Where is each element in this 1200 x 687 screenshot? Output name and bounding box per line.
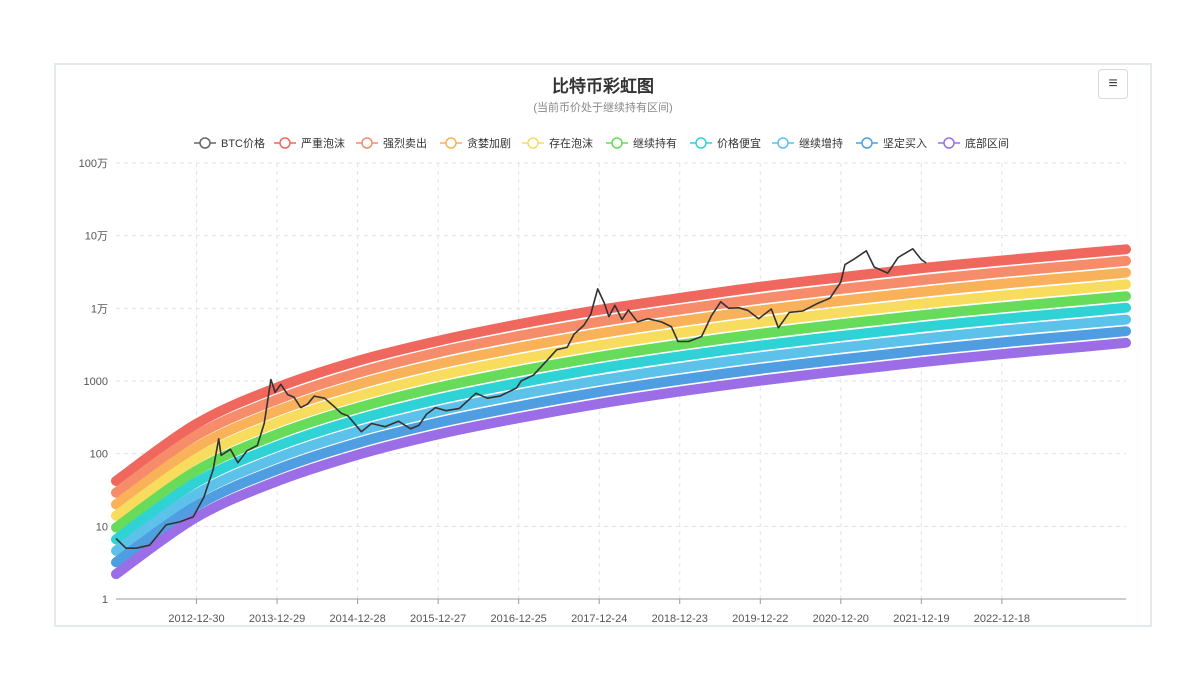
legend-item: 价格便宜	[690, 136, 761, 150]
legend-marker	[361, 137, 373, 149]
band-继续持有	[111, 291, 1131, 533]
legend-marker	[777, 137, 789, 149]
legend-label: 继续增持	[799, 136, 843, 150]
x-tick-label: 2012-12-30	[168, 613, 224, 625]
legend-label: 底部区间	[965, 136, 1009, 150]
legend-item: 存在泡沫	[522, 136, 593, 150]
x-tick-label: 2016-12-25	[491, 613, 547, 625]
x-tick-label: 2021-12-19	[893, 613, 949, 625]
chart-subtitle: (当前币价处于继续持有区间)	[533, 100, 672, 114]
chart-title: 比特币彩虹图	[552, 76, 654, 96]
legend-item: 严重泡沫	[274, 136, 345, 150]
legend-label: 坚定买入	[883, 136, 927, 150]
legend-label: 存在泡沫	[549, 136, 593, 150]
x-tick-label: 2014-12-28	[329, 613, 385, 625]
legend-item: BTC价格	[194, 136, 265, 150]
legend-item: 底部区间	[938, 136, 1009, 150]
x-tick-label: 2015-12-27	[410, 613, 466, 625]
x-tick-label: 2020-12-20	[813, 613, 869, 625]
price-series	[115, 248, 927, 549]
x-tick-label: 2017-12-24	[571, 613, 627, 625]
legend-label: 贪婪加剧	[467, 136, 511, 150]
rainbow-bands	[111, 244, 1131, 580]
band-价格便宜	[111, 302, 1131, 545]
legend-label: BTC价格	[221, 136, 265, 150]
menu-icon[interactable]: ≡	[1098, 69, 1128, 99]
y-tick-label: 1000	[84, 376, 108, 388]
legend: BTC价格 严重泡沫 强烈卖出 贪婪加剧 存在泡沫 继续持有 价格便宜 继续增持 坚定买入 底部区…	[194, 136, 1009, 150]
legend-marker	[861, 137, 873, 149]
band-坚定买入	[111, 326, 1131, 568]
y-tick-label: 10万	[85, 231, 108, 243]
band-继续增持	[111, 314, 1131, 556]
legend-marker	[279, 137, 291, 149]
legend-label: 强烈卖出	[383, 136, 427, 150]
legend-item: 贪婪加剧	[440, 136, 511, 150]
y-tick-label: 10	[96, 521, 108, 533]
legend-marker	[943, 137, 955, 149]
band-存在泡沫	[111, 279, 1131, 521]
legend-item: 强烈卖出	[356, 136, 427, 150]
x-tick-label: 2013-12-29	[249, 613, 305, 625]
y-tick-label: 1	[102, 594, 108, 606]
y-tick-label: 100万	[79, 158, 108, 170]
legend-marker	[695, 137, 707, 149]
x-tick-label: 2019-12-22	[732, 613, 788, 625]
y-tick-label: 100	[90, 449, 108, 461]
x-tick-label: 2018-12-23	[652, 613, 708, 625]
legend-marker	[445, 137, 457, 149]
y-tick-label: 1万	[91, 303, 108, 315]
legend-item: 坚定买入	[856, 136, 927, 150]
legend-marker	[611, 137, 623, 149]
band-底部区间	[111, 337, 1131, 580]
legend-label: 严重泡沫	[301, 136, 345, 150]
legend-marker	[527, 137, 539, 149]
legend-label: 继续持有	[633, 136, 677, 150]
x-tick-label: 2022-12-18	[974, 613, 1030, 625]
axes: 1 10 100 1000 1万 10万 100万 2012-12-30 2013-12-29 2…	[79, 158, 1126, 625]
legend-marker	[199, 137, 211, 149]
series-line-btc	[115, 248, 927, 549]
band-严重泡沫	[111, 244, 1131, 486]
legend-label: 价格便宜	[717, 136, 761, 150]
legend-item: 继续增持	[772, 136, 843, 150]
legend-item: 继续持有	[606, 136, 677, 150]
band-贪婪加剧	[111, 267, 1131, 510]
